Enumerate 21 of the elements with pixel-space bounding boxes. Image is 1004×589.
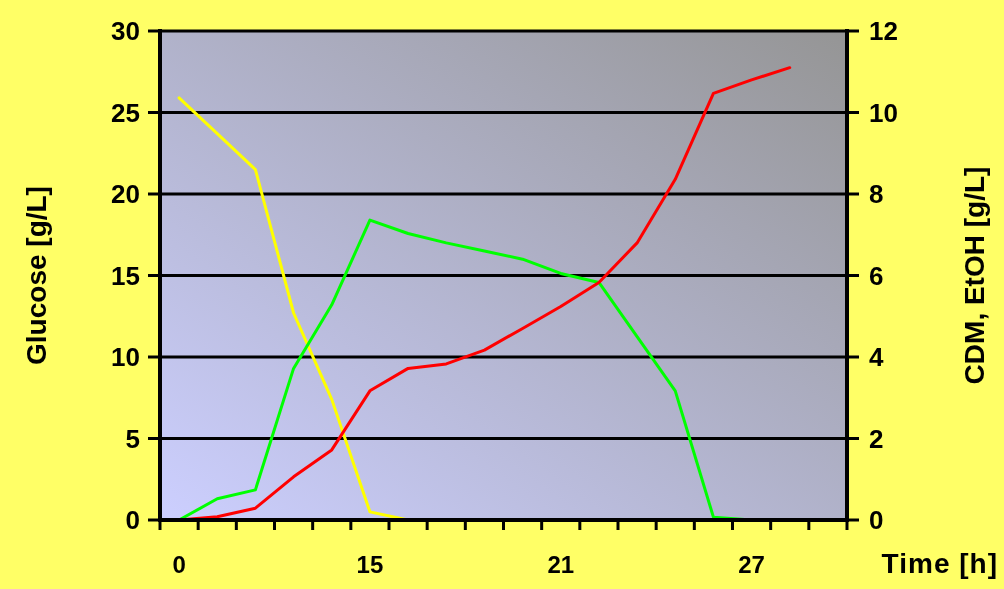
y2-axis-title: CDM, EtOH [g/L] (959, 166, 990, 385)
x-tick-label: 15 (356, 551, 384, 578)
y-tick-label: 30 (111, 16, 140, 46)
y2-tick-label: 8 (869, 179, 884, 209)
x-axis-title: Time [h] (881, 548, 998, 579)
y2-tick-label: 4 (869, 342, 884, 372)
x-tick-label: 21 (547, 551, 575, 578)
y-axis-title: Glucose [g/L] (21, 186, 52, 365)
y-tick-label: 25 (111, 97, 140, 128)
y-tick-label: 10 (111, 342, 140, 372)
y-tick-label: 20 (111, 179, 140, 209)
y2-tick-label: 2 (869, 423, 884, 454)
y2-tick-label: 12 (869, 16, 898, 46)
y-tick-label: 15 (111, 260, 140, 291)
y2-tick-label: 10 (869, 97, 898, 128)
x-tick-label: 27 (738, 551, 765, 578)
y-tick-label: 5 (125, 423, 140, 454)
y2-tick-label: 0 (869, 505, 884, 535)
y-tick-label: 0 (125, 505, 140, 535)
y2-tick-label: 6 (869, 260, 884, 291)
x-tick-label: 0 (172, 551, 186, 578)
